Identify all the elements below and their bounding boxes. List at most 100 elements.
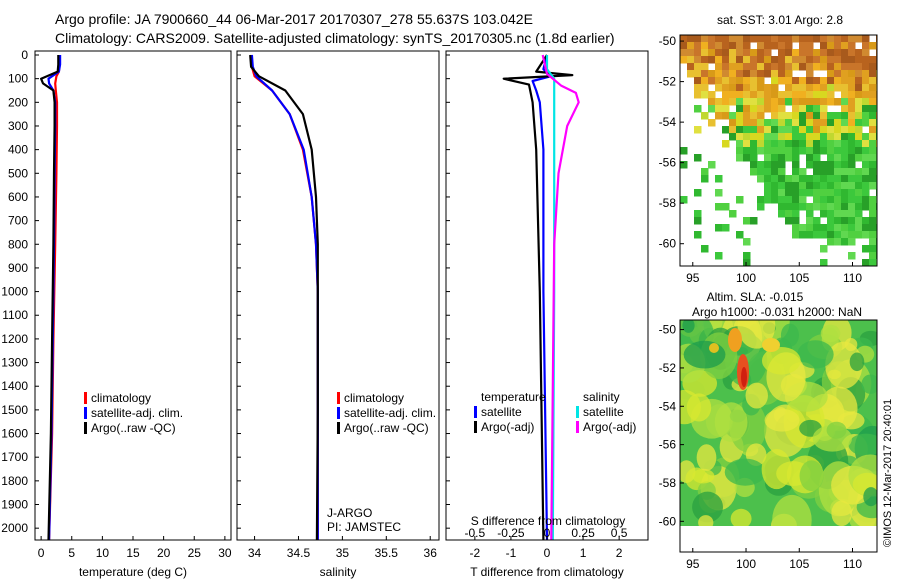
sst-pixel [792, 98, 800, 106]
map-lat-tick-label: -60 [659, 237, 677, 251]
sst-pixel [855, 154, 863, 162]
sst-pixel [778, 182, 786, 190]
s-diff-x-ticks: -0.5 -0.25 0 0.25 0.5 [465, 526, 628, 540]
profile-line-climatology [250, 55, 319, 540]
t-diff-xlabel: T difference from climatology [470, 565, 624, 579]
sst-pixel [701, 56, 709, 64]
sla-blob [849, 352, 865, 372]
sst-pixel [785, 217, 793, 225]
sst-pixel [694, 84, 702, 92]
sst-pixel [827, 224, 835, 232]
sst-pixel [862, 49, 870, 57]
sst-pixel [722, 126, 730, 134]
sst-pixel [792, 189, 800, 197]
sst-pixel [792, 217, 800, 225]
sst-pixel [834, 182, 842, 190]
sst-pixel [806, 133, 814, 141]
sst-pixel [722, 56, 730, 64]
depth-tick-label: 600 [8, 190, 28, 204]
sst-pixel [834, 119, 842, 127]
sst-pixel [778, 56, 786, 64]
sst-pixel [785, 35, 793, 43]
sst-pixel [813, 231, 821, 239]
sst-pixel [792, 63, 800, 71]
sst-pixel [869, 259, 877, 266]
sst-pixel [862, 224, 870, 232]
sst-pixel [785, 112, 793, 120]
sst-pixel [764, 182, 772, 190]
sst-pixel [750, 161, 758, 169]
x-tick-label: 2 [616, 546, 623, 560]
sst-pixel [862, 42, 870, 50]
sst-pixel [820, 105, 828, 113]
sst-pixel [750, 147, 758, 155]
sst-pixel [827, 133, 835, 141]
sst-pixel [736, 70, 744, 78]
sst-pixel [757, 126, 765, 134]
legend-label: climatology [91, 391, 151, 405]
sst-pixel [820, 35, 828, 43]
profile-line-satellite-adj-clim- [250, 54, 319, 540]
x-tick-label: 34.5 [287, 546, 311, 560]
sst-pixel [869, 42, 877, 50]
sst-pixel [757, 203, 765, 211]
sst-pixel [771, 35, 779, 43]
x-tick-label: 36 [424, 546, 438, 560]
sst-pixel [792, 224, 800, 232]
sst-pixel [827, 238, 835, 246]
sst-pixel [806, 154, 814, 162]
sst-pixel [855, 168, 863, 176]
sst-pixel [785, 126, 793, 134]
sst-pixel [771, 196, 779, 204]
sst-pixel [764, 35, 772, 43]
sst-pixel [827, 49, 835, 57]
sst-pixel [827, 203, 835, 211]
sst-pixel [792, 119, 800, 127]
sst-pixel [827, 196, 835, 204]
sst-pixel [722, 35, 730, 43]
sst-pixel [715, 105, 723, 113]
sla-blob [797, 340, 834, 369]
sst-pixel [827, 112, 835, 120]
sst-pixel [729, 35, 737, 43]
sst-pixel [862, 133, 870, 141]
depth-tick-label: 300 [8, 119, 28, 133]
sst-pixel [820, 175, 828, 183]
sst-pixel [841, 70, 849, 78]
sst-pixel [715, 70, 723, 78]
sst-pixel [799, 42, 807, 50]
sst-pixel [771, 91, 779, 99]
sst-pixel [792, 112, 800, 120]
sst-pixel [785, 77, 793, 85]
sst-pixel [806, 42, 814, 50]
legend-label: satellite [481, 405, 522, 419]
sst-pixel [841, 182, 849, 190]
sla-blob [863, 487, 877, 507]
sst-pixel [757, 161, 765, 169]
sst-pixel [687, 70, 695, 78]
sst-pixel [708, 42, 716, 50]
sst-pixel [799, 112, 807, 120]
x-tick-label: -1 [506, 546, 517, 560]
sst-pixel [687, 42, 695, 50]
sst-pixel [778, 119, 786, 127]
sst-pixel [848, 154, 856, 162]
sst-pixel [736, 119, 744, 127]
sst-pixel [841, 119, 849, 127]
sst-pixel [869, 266, 877, 274]
x-tick-label: -2 [470, 546, 481, 560]
sst-pixel [848, 77, 856, 85]
sst-pixel [820, 49, 828, 57]
sst-pixel [855, 182, 863, 190]
sst-pixel [869, 98, 877, 106]
sst-pixel [862, 259, 870, 266]
sst-pixel [799, 182, 807, 190]
sst-pixel [750, 126, 758, 134]
sst-pixel [715, 175, 723, 183]
sst-pixel [722, 70, 730, 78]
sst-pixel [764, 98, 772, 106]
sst-pixel [785, 140, 793, 148]
imos-credit: ©IMOS 12-Mar-2017 20:40:01 [882, 399, 894, 547]
depth-tick-label: 1500 [1, 403, 28, 417]
sst-pixel [827, 63, 835, 71]
